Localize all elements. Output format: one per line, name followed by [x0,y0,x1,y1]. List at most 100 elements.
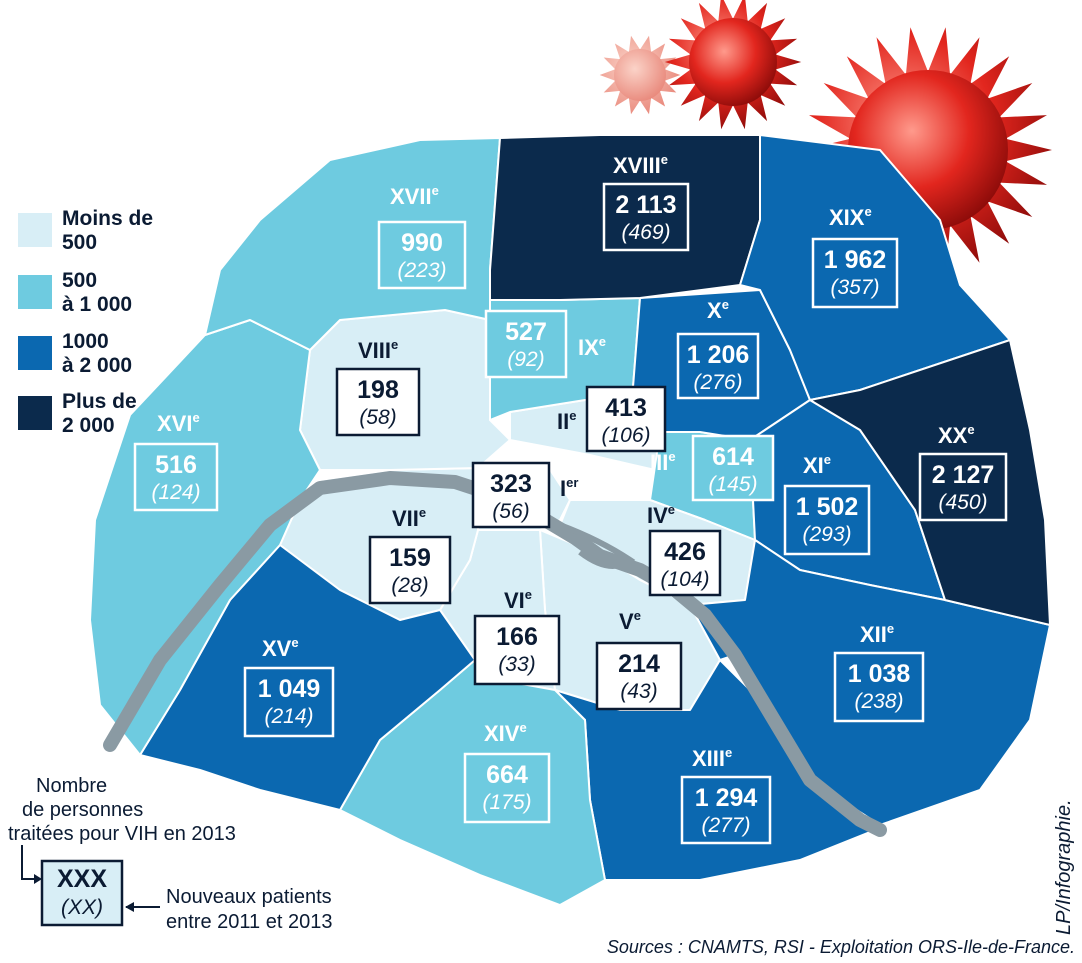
arrondissement-vi-label-group: VIe 166(33) [473,587,561,686]
key-caption-line-2: de personnes [22,799,143,821]
key-caption-line-1: Nombre [36,775,107,797]
arrondissement-v-value-box [595,641,683,711]
arrondissement-xi-value-box [783,484,871,556]
arrondissement-viii-new-patients: (58) [359,406,396,429]
arrondissement-vii-name: VIIe [392,505,426,531]
arrondissement-vi-value-box [473,614,561,686]
arrondissement-vii-new-patients: (28) [391,574,428,597]
arrondissement-xvii-patient-count: 990 [401,229,443,257]
key-sample-count: XXX [57,865,107,893]
arrondissement-xiii-new-patients: (277) [701,814,750,837]
arrondissement-xvii-new-patients: (223) [397,259,446,282]
arrondissement-iv-patient-count: 426 [664,538,706,566]
arrondissement-v-label-group: Ve 214(43) [595,608,683,711]
arrondissement-xiv-new-patients: (175) [482,791,531,814]
arrondissement-xviii-new-patients: (469) [621,221,670,244]
arrondissement-xiv-label-group: XIVe 664(175) [463,720,551,824]
arrondissement-xv-new-patients: (214) [264,705,313,728]
legend-label-2-line1: 500 [62,269,97,292]
key-new-caption-line-1: Nouveaux patients [166,886,332,908]
arrondissement-ix-new-patients: (92) [507,348,544,371]
arrondissement-xvi-patient-count: 516 [155,451,197,479]
arrondissement-xiii-value-box [680,775,772,845]
arrondissement-xx-new-patients: (450) [938,491,987,514]
arrondissement-v-new-patients: (43) [620,680,657,703]
arrondissement-ii-label-group: IIe 413(106) [557,385,667,453]
arrondissement-xvi-value-box [133,442,219,512]
key-new-caption-line-2: entre 2011 et 2013 [166,911,332,933]
seine-river [103,471,887,837]
arrondissement-xx-patient-count: 2 127 [932,461,995,489]
arrondissement-xix-label-group: XIXe 1 962(357) [811,204,899,309]
key-arrow-count [21,845,40,880]
arrondissement-ii-patient-count: 413 [605,394,647,422]
arrondissement-x-label-group: Xe 1 206(276) [676,297,760,400]
legend-label-1-line1: Moins de [62,207,153,230]
legend-label-2-line2: à 1 000 [62,293,132,316]
arrondissement-viii-name: VIIIe [358,337,398,363]
arrondissement-i-value-box [471,461,551,529]
arrondissement-xv-patient-count: 1 049 [258,675,321,703]
arrondissement-i-new-patients: (56) [492,500,529,523]
legend-label-3-line1: 1000 [62,330,109,353]
arrondissement-xix-name: XIXe [829,204,872,230]
arrondissement-vii-patient-count: 159 [389,544,431,572]
arrondissement-iv-new-patients: (104) [660,568,709,591]
arrondissement-ii-value-box [585,385,667,453]
arrondissement-xv-value-box [243,666,335,738]
arrondissement-i-patient-count: 323 [490,470,532,498]
arrondissement-xvi-name: XVIe [157,410,200,436]
key-arrowhead-count-icon [34,874,42,884]
arrondissement-xix-value-box [811,237,899,309]
arrondissement-xvii-value-box [377,220,467,290]
arrondissement-v-name: Ve [619,608,641,634]
arrondissement-viii-patient-count: 198 [357,376,399,404]
arrondissement-x-patient-count: 1 206 [687,341,750,369]
credit-text: LP/Infographie. [1053,799,1075,935]
arrondissement-iv-name: IVe [647,502,675,528]
arrondissement-xi-name: XIe [803,452,831,478]
arrondissement-xi-new-patients: (293) [802,523,851,546]
arrondissement-vii-label-group: VIIe 159(28) [368,505,452,605]
arrondissement-x-new-patients: (276) [693,371,742,394]
legend-swatch-3 [18,336,52,370]
arrondissement-iii-value-box [691,434,775,502]
arrondissement-xv-name: XVe [262,635,299,661]
arrondissement-ix-patient-count: 527 [505,318,547,346]
virus-small-icon [599,35,681,115]
arrondissement-xiv-name: XIVe [484,720,527,746]
arrondissement-xii-name: XIIe [860,621,894,647]
arrondissement-x-value-box [676,332,760,400]
legend-swatch-4 [18,396,52,430]
arrondissement-xx-name: XXe [938,422,975,448]
arrondissement-ix-label-group: IXe 527(92) [484,309,606,379]
arrondissement-ii-name: IIe [557,408,576,434]
arrondissement-xvi-new-patients: (124) [151,481,200,504]
arrondissement-xii-patient-count: 1 038 [848,660,911,688]
arrondissement-xi-label-group: XIe 1 502(293) [783,452,871,556]
legend-swatch-1 [18,213,52,247]
arrondissement-ii-new-patients: (106) [601,424,650,447]
arrondissement-xiv-patient-count: 664 [486,761,528,789]
arrondissement-i-name: Ier [560,475,578,501]
arrondissement-iv-label-group: IVe 426(104) [647,502,722,597]
arrondissement-iv-value-box [648,529,722,597]
legend-label-4-line2: 2 000 [62,414,115,437]
arrondissement-v-patient-count: 214 [618,650,660,678]
arrondissement-xi-patient-count: 1 502 [796,493,859,521]
sources-text: Sources : CNAMTS, RSI - Exploitation ORS… [607,937,1075,957]
arrondissement-iii-name: IIIe [650,449,676,475]
arrondissement-xiv-value-box [463,752,551,824]
arrondissement-xx-label-group: XXe 2 127(450) [918,422,1008,522]
arrondissement-xix-patient-count: 1 962 [824,246,887,274]
arrondissement-xix-new-patients: (357) [830,276,879,299]
arrondissement-vii-value-box [368,535,452,605]
arrondissement-vi-patient-count: 166 [496,623,538,651]
key-sample-box [40,859,124,927]
arrondissement-xiii-label-group: XIIIe 1 294(277) [680,745,772,845]
key-sample-new: (XX) [61,896,103,919]
